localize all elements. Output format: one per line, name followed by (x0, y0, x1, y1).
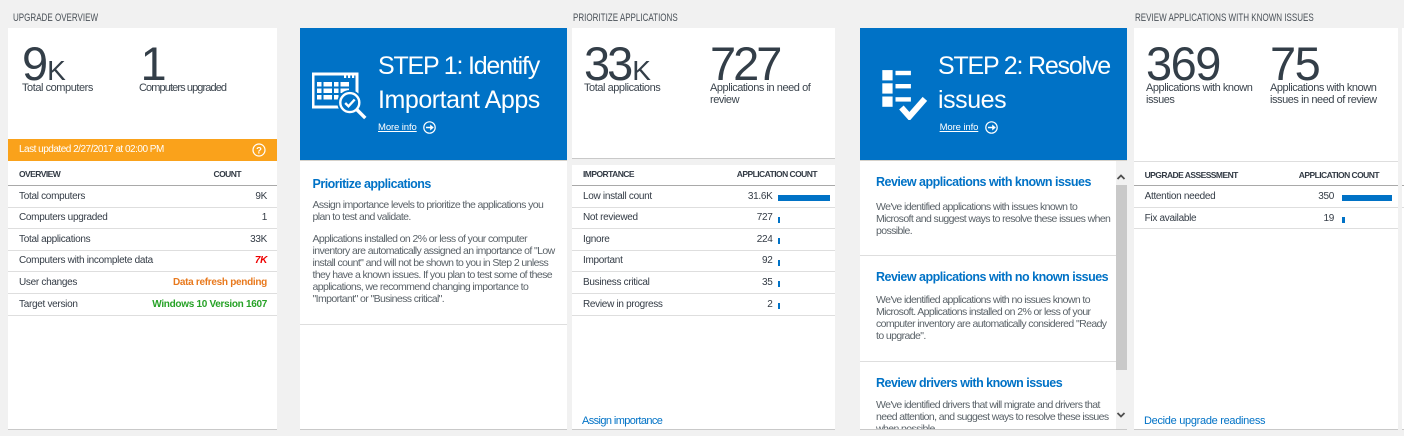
svg-text:?: ? (256, 145, 262, 156)
